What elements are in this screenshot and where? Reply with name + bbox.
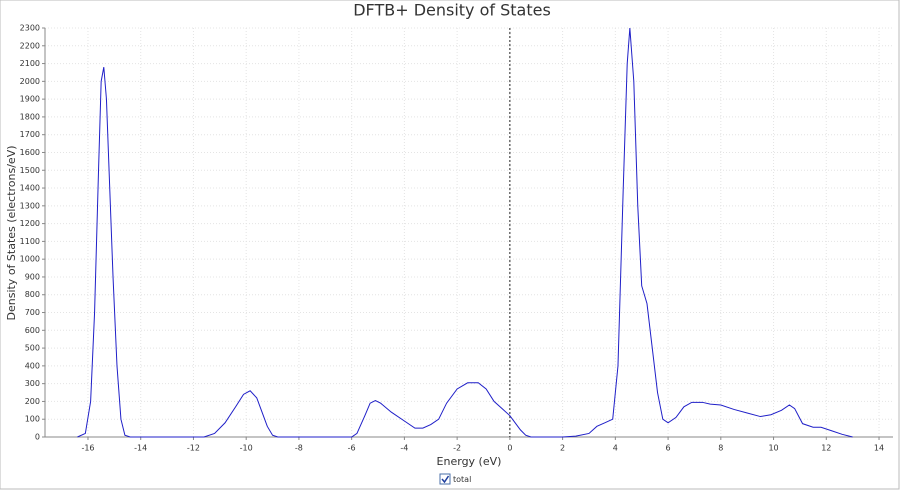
y-axis-label: Density of States (electrons/eV) xyxy=(5,145,18,320)
legend-checkbox[interactable] xyxy=(439,473,451,485)
x-tick-label: 8 xyxy=(718,444,723,453)
x-tick-label: -4 xyxy=(400,444,408,453)
y-tick-label: 2200 xyxy=(20,41,40,50)
y-tick-label: 700 xyxy=(25,308,40,317)
y-tick-label: 2100 xyxy=(20,59,40,68)
y-tick-label: 1200 xyxy=(20,219,40,228)
legend-label[interactable]: total xyxy=(453,475,471,484)
x-tick-label: 2 xyxy=(560,444,565,453)
y-tick-label: 1100 xyxy=(20,237,40,246)
y-tick-label: 300 xyxy=(25,379,40,388)
y-tick-label: 400 xyxy=(25,361,40,370)
x-tick-label: -10 xyxy=(240,444,253,453)
y-tick-label: 1000 xyxy=(20,255,40,264)
line xyxy=(77,27,853,438)
chart-title: DFTB+ Density of States xyxy=(353,1,551,20)
y-tick-label: 0 xyxy=(35,433,40,442)
y-tick-label: 600 xyxy=(25,326,40,335)
checkmark xyxy=(441,475,450,484)
y-tick-label: 2000 xyxy=(20,77,40,86)
y-tick-label: 2300 xyxy=(20,24,40,33)
y-tick-label: 1800 xyxy=(20,112,40,121)
x-tick-label: -8 xyxy=(295,444,303,453)
x-tick-label: 14 xyxy=(874,444,884,453)
x-tick-label: 6 xyxy=(666,444,671,453)
y-tick-label: 1700 xyxy=(20,130,40,139)
x-axis-label: Energy (eV) xyxy=(437,455,502,468)
y-tick-label: 800 xyxy=(25,290,40,299)
y-tick-label: 900 xyxy=(25,272,40,281)
y-tick-label: 1600 xyxy=(20,148,40,157)
x-tick-label: 4 xyxy=(613,444,618,453)
y-tick-label: 100 xyxy=(25,415,40,424)
y-tick-label: 1500 xyxy=(20,166,40,175)
y-tick-label: 500 xyxy=(25,344,40,353)
x-tick-label: 12 xyxy=(821,444,831,453)
x-tick-label: -12 xyxy=(187,444,200,453)
x-tick-label: 10 xyxy=(768,444,778,453)
y-tick-label: 1900 xyxy=(20,95,40,104)
y-tick-label: 200 xyxy=(25,397,40,406)
x-tick-label: -6 xyxy=(348,444,356,453)
y-tick-label: 1300 xyxy=(20,201,40,210)
x-tick-label: -14 xyxy=(134,444,147,453)
y-tick-label: 1400 xyxy=(20,184,40,193)
x-tick-label: -2 xyxy=(453,444,461,453)
x-tick-label: -16 xyxy=(81,444,94,453)
x-tick-label: 0 xyxy=(507,444,512,453)
